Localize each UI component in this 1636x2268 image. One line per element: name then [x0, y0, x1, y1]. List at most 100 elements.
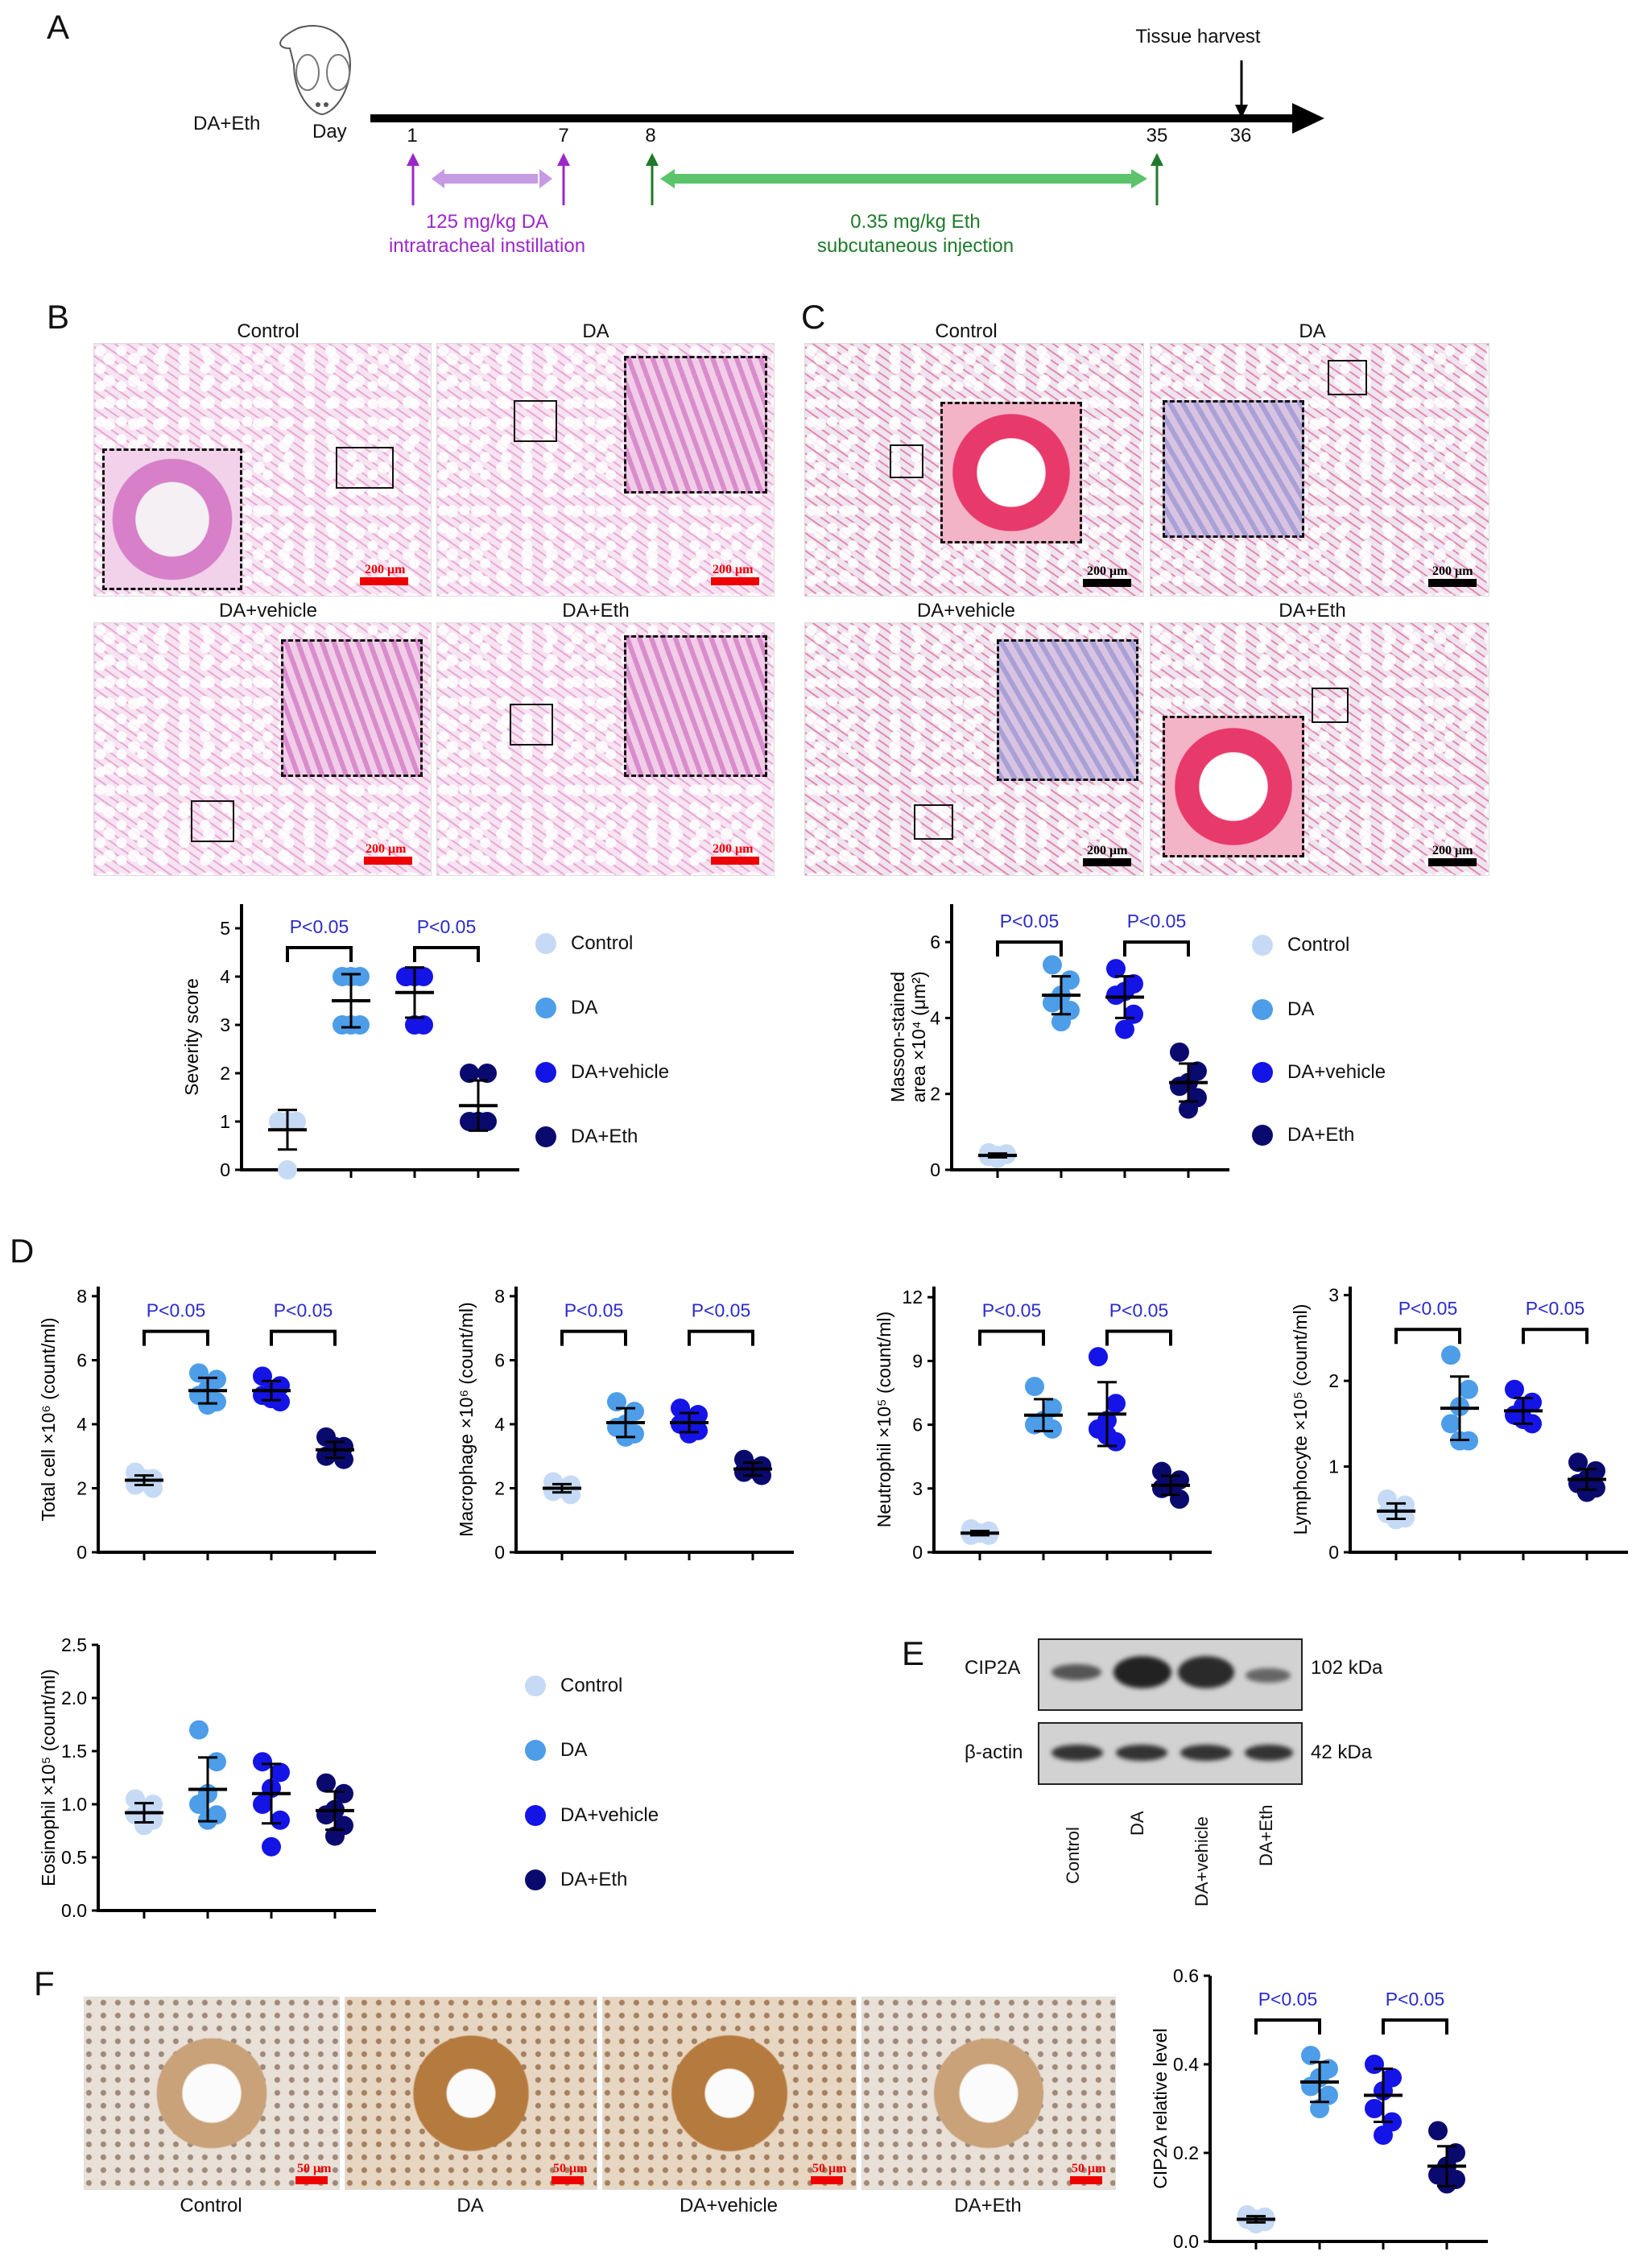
- y-tick-label: 6: [930, 932, 940, 952]
- panel-label-d: D: [10, 1232, 35, 1270]
- y-tick-label: 6: [76, 1349, 87, 1370]
- data-point: [1179, 1099, 1198, 1119]
- scale-bar: [295, 2176, 328, 2184]
- masson-image-da: 200 μm: [1150, 343, 1489, 597]
- eth-end-arrow-icon: [1151, 153, 1163, 205]
- harvest-arrow-icon: [1235, 60, 1248, 118]
- lane-label-control: Control: [1063, 1827, 1083, 1884]
- data-point: [278, 1160, 297, 1179]
- masson-label-da: DA: [1299, 320, 1326, 342]
- legend-item: DA+vehicle: [535, 1061, 669, 1084]
- series-control: [125, 1789, 163, 1836]
- da-start-arrow-icon: [407, 153, 419, 205]
- data-point: [680, 1423, 699, 1444]
- eth-duration-arrow: [660, 169, 1147, 188]
- y-tick-label: 2: [1328, 1370, 1339, 1391]
- data-point: [1106, 985, 1126, 1006]
- y-tick-label: 0: [76, 1542, 87, 1563]
- y-tick-label: 3: [220, 1014, 230, 1035]
- y-tick-label: 3: [912, 1478, 923, 1499]
- data-point: [271, 1762, 290, 1783]
- series-da-eth: [316, 1773, 354, 1846]
- day-35: 35: [1146, 125, 1168, 147]
- masson-label-da-vehicle: DA+vehicle: [916, 600, 1016, 622]
- y-tick-label: 0.4: [1173, 2054, 1199, 2075]
- scale-bar: [364, 857, 412, 865]
- data-point: [1441, 1414, 1460, 1434]
- panel-label-e: E: [902, 1634, 925, 1672]
- he-image-control: 200 μm: [93, 343, 432, 597]
- y-tick-label: 8: [494, 1286, 505, 1307]
- actin-blot: [1038, 1722, 1303, 1785]
- y-tick-label: 3: [1328, 1285, 1339, 1306]
- y-axis-label: Total cell ×10⁶ (count/ml): [38, 1318, 59, 1522]
- panel-label-a: A: [47, 8, 70, 46]
- cip2a-blot: [1038, 1638, 1303, 1711]
- significance-bracket: [1254, 2018, 1321, 2035]
- data-point: [1310, 2099, 1329, 2118]
- p-value-label: P<0.05: [290, 916, 349, 937]
- y-axis-label: Masson-stained: [887, 972, 908, 1102]
- series-da: [332, 967, 370, 1035]
- series-control: [1237, 2205, 1275, 2233]
- legend-item: DA+vehicle: [525, 1804, 659, 1827]
- series-da-vehicle: [1504, 1379, 1543, 1434]
- data-point: [1025, 1377, 1044, 1397]
- legend-item: DA+Eth: [535, 1126, 638, 1148]
- significance-bracket: [978, 1329, 1045, 1346]
- series-control: [125, 1462, 163, 1498]
- data-point: [460, 1064, 479, 1083]
- data-point: [1365, 2099, 1384, 2118]
- series-da-eth: [316, 1427, 354, 1469]
- scale-bar: [1428, 858, 1477, 866]
- masson-label-da-eth: DA+Eth: [1279, 600, 1346, 622]
- series-da: [1042, 955, 1080, 1032]
- y-tick-label: 2: [76, 1477, 87, 1498]
- series-control: [978, 1142, 1017, 1168]
- masson-image-control: 200 μm: [804, 343, 1144, 597]
- series-control: [1377, 1489, 1415, 1530]
- mouse-icon: [279, 25, 352, 116]
- masson-area-chart: 0 2 4 6 Masson-stained area ×10⁴ (μm²) P<0.05 P…: [887, 904, 1229, 1180]
- y-axis-label: Macrophage ×10⁶ (count/ml): [456, 1302, 477, 1536]
- masson-image-da-eth: 200 μm: [1150, 622, 1489, 876]
- data-point: [269, 1112, 288, 1131]
- scale-bar: [1083, 858, 1131, 866]
- series-control: [543, 1472, 581, 1505]
- data-point: [1505, 1379, 1524, 1399]
- masson-image-da-vehicle: 200 μm: [804, 622, 1144, 876]
- legend-item: Control: [1252, 934, 1349, 956]
- day-8: 8: [645, 125, 656, 147]
- p-value-label: P<0.05: [274, 1300, 333, 1321]
- cip2a-blot-label: CIP2A: [965, 1657, 1021, 1679]
- data-point: [207, 1752, 226, 1772]
- eth-route-label: subcutaneous injection: [816, 235, 1014, 257]
- series-control: [268, 1109, 307, 1179]
- y-tick-label: 0: [494, 1542, 505, 1563]
- legend-item: Control: [535, 932, 633, 955]
- y-tick-label: 0.0: [1173, 2231, 1199, 2252]
- data-point: [405, 1015, 424, 1035]
- series-da-vehicle: [395, 966, 434, 1035]
- data-point: [316, 1773, 336, 1793]
- ihc-image-da-eth: 50 μm: [861, 1997, 1116, 2190]
- da-duration-arrow: [432, 169, 552, 188]
- data-point: [1577, 1482, 1597, 1502]
- eth-dose-label: 0.35 mg/kg Eth: [850, 211, 981, 233]
- he-label-da-eth: DA+Eth: [562, 600, 630, 622]
- scale-bar: [360, 577, 408, 585]
- day-label: Day: [312, 121, 347, 143]
- series-da: [188, 1720, 227, 1830]
- data-point: [189, 1795, 209, 1814]
- scale-bar: [1083, 579, 1131, 587]
- p-value-label: P<0.05: [564, 1300, 624, 1321]
- he-image-da-vehicle: 200 μm: [93, 622, 432, 876]
- group-label: DA+Eth: [193, 113, 261, 134]
- data-point: [287, 1112, 306, 1131]
- data-point: [262, 1836, 281, 1857]
- y-tick-label: 0: [912, 1542, 923, 1563]
- significance-bracket: [286, 946, 353, 962]
- data-point: [1365, 2055, 1384, 2074]
- data-point: [253, 1752, 272, 1772]
